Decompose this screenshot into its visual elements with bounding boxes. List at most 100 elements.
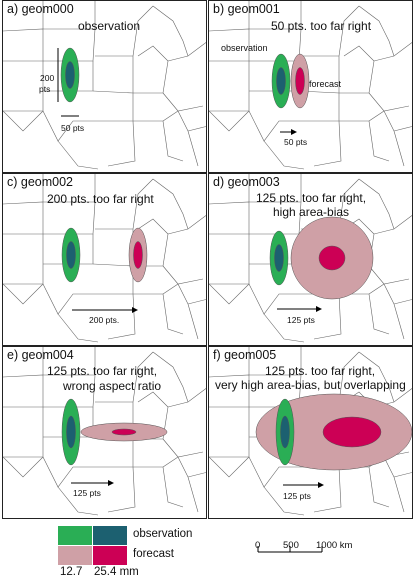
- panel-f: f) geom005 125 pts. too far right, very …: [208, 346, 413, 519]
- state-boundary: [167, 215, 206, 235]
- state-boundary: [209, 374, 250, 408]
- panel-description-line1: 125 pts. too far right,: [47, 364, 158, 378]
- state-boundary: [339, 466, 390, 508]
- distance-scale-bar: [257, 546, 323, 553]
- state-boundary: [162, 438, 204, 458]
- state-boundary: [209, 234, 250, 285]
- state-boundary: [152, 351, 189, 403]
- map-d: [209, 174, 412, 343]
- panel-d: d) geom003 125 pts. too far right, high …: [208, 173, 413, 346]
- state-boundary: [133, 120, 184, 162]
- state-boundary: [57, 140, 99, 170]
- state-boundary: [358, 178, 395, 230]
- state-boundary: [57, 313, 99, 343]
- state-boundary: [187, 299, 206, 305]
- panel-c: c) geom002 200 pts. too far right 200 pt…: [2, 173, 207, 346]
- state-boundary: [187, 472, 206, 478]
- figure-panels: a) geom000 observation 200 pts 50 pts b)…: [2, 0, 413, 519]
- state-boundary: [393, 126, 412, 132]
- state-boundary: [368, 110, 385, 122]
- panel-description-line1: 125 pts. too far right,: [265, 364, 376, 378]
- observation-inner: [274, 244, 284, 272]
- shift-label: 50 pts: [284, 137, 308, 147]
- state-boundary: [3, 201, 44, 235]
- legend: observation forecast 12.7 25.4 mm 0 500 …: [0, 520, 415, 578]
- state-boundary: [358, 5, 395, 57]
- state-boundary: [263, 486, 305, 516]
- state-boundary: [187, 126, 206, 132]
- state-boundary: [107, 120, 136, 167]
- state-boundary: [373, 42, 412, 62]
- state-boundary: [338, 351, 360, 403]
- state-boundary: [209, 61, 250, 112]
- forecast-inner: [322, 416, 382, 448]
- state-boundary: [249, 374, 302, 408]
- threshold-low-label: 12.7: [60, 566, 83, 578]
- state-boundary: [209, 407, 250, 458]
- state-boundary: [339, 45, 375, 94]
- state-boundary: [383, 456, 405, 513]
- threshold-high-label: 25.4 mm: [94, 566, 139, 578]
- state-boundary: [95, 55, 134, 93]
- observation-inner: [276, 67, 286, 95]
- state-boundary: [42, 90, 134, 142]
- state-boundary: [133, 45, 169, 94]
- state-boundary: [209, 110, 250, 132]
- swatch-obs-high: [93, 526, 127, 545]
- state-boundary: [209, 456, 250, 478]
- height-label-top: 200: [40, 73, 55, 83]
- panel-title: a) geom000: [7, 2, 74, 16]
- state-boundary: [3, 456, 44, 478]
- state-boundary: [249, 28, 302, 62]
- state-boundary: [133, 466, 184, 508]
- state-boundary: [368, 265, 410, 285]
- map-f: [209, 347, 412, 516]
- state-boundary: [167, 388, 206, 408]
- state-boundary: [209, 201, 250, 235]
- state-boundary: [383, 110, 405, 167]
- swatch-fc-high: [93, 546, 127, 565]
- panel-title: d) geom003: [213, 175, 280, 189]
- map-c: [3, 174, 206, 343]
- state-boundary: [263, 140, 305, 170]
- state-boundary: [263, 313, 305, 343]
- panel-description: observation: [78, 19, 141, 33]
- state-boundary: [162, 283, 179, 295]
- forecast-inner: [133, 241, 143, 269]
- state-boundary: [373, 215, 412, 235]
- state-boundary: [339, 293, 390, 335]
- state-boundary: [209, 28, 250, 62]
- shift-label: 125 pts: [283, 491, 311, 501]
- panel-description-line2: high area-bias: [273, 205, 350, 219]
- state-boundary: [162, 456, 179, 468]
- panel-title: e) geom004: [7, 348, 74, 362]
- state-boundary: [3, 61, 44, 112]
- height-label-bottom: pts: [39, 84, 51, 94]
- state-boundary: [3, 283, 44, 305]
- state-boundary: [57, 486, 99, 516]
- state-boundary: [107, 466, 136, 513]
- state-boundary: [383, 283, 405, 340]
- panel-title: c) geom002: [7, 175, 74, 189]
- state-boundary: [368, 283, 385, 295]
- state-boundary: [95, 228, 134, 266]
- us-map-lines: [3, 1, 206, 170]
- panel-description-line2: wrong aspect ratio: [63, 379, 162, 393]
- width-label: 50 pts: [61, 123, 85, 133]
- swatch-obs-low: [58, 526, 92, 545]
- scale-tick-500: 500: [283, 540, 299, 551]
- panel-a: a) geom000 observation 200 pts 50 pts: [2, 0, 207, 173]
- forecast-label: forecast: [309, 79, 342, 89]
- map-b: [209, 1, 412, 170]
- legend-forecast-label: forecast: [133, 548, 174, 560]
- observation-inner: [66, 415, 76, 449]
- state-boundary: [358, 351, 395, 403]
- state-boundary: [338, 178, 360, 230]
- state-boundary: [162, 265, 204, 285]
- scale-tick-0: 0: [255, 540, 261, 551]
- panel-description: 50 pts. too far right: [271, 19, 372, 33]
- shift-label: 125 pts: [287, 315, 315, 325]
- state-boundary: [3, 407, 44, 458]
- state-boundary: [177, 110, 199, 167]
- state-boundary: [177, 456, 199, 513]
